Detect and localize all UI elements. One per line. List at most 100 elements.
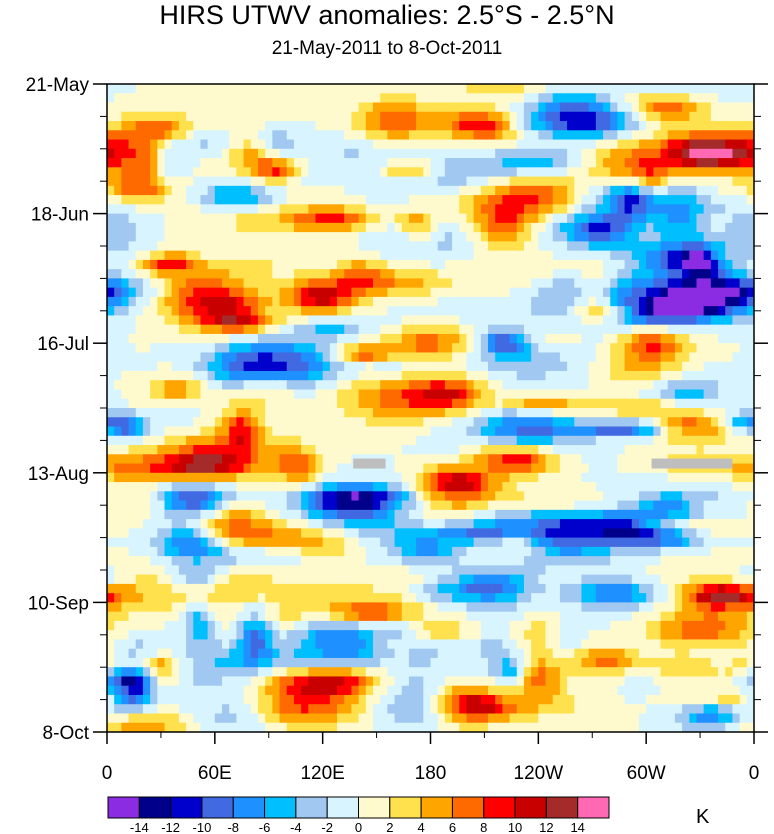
field-cell xyxy=(509,435,518,446)
field-cell xyxy=(265,148,273,159)
field-cell xyxy=(581,509,590,520)
field-cell xyxy=(552,500,561,511)
field-cell xyxy=(552,324,561,335)
field-cell xyxy=(646,454,654,465)
field-cell xyxy=(631,250,640,261)
field-cell xyxy=(416,500,424,511)
field-cell xyxy=(337,417,345,428)
field-cell xyxy=(214,445,223,455)
field-cell xyxy=(135,509,144,520)
field-cell xyxy=(265,185,273,196)
field-cell xyxy=(617,167,626,178)
field-cell xyxy=(358,232,367,242)
field-cell xyxy=(502,269,511,279)
field-cell xyxy=(595,250,604,261)
field-cell xyxy=(710,370,719,381)
field-cell xyxy=(150,278,158,289)
field-cell xyxy=(157,333,166,344)
field-cell xyxy=(444,250,453,261)
field-cell xyxy=(423,176,432,187)
field-cell xyxy=(617,121,626,131)
field-cell xyxy=(682,259,690,270)
field-cell xyxy=(265,324,273,335)
field-cell xyxy=(257,352,266,363)
field-cell xyxy=(660,102,669,113)
field-cell xyxy=(502,241,511,252)
field-cell xyxy=(603,482,611,492)
field-cell xyxy=(660,389,669,400)
field-cell xyxy=(193,306,202,317)
field-cell xyxy=(308,556,317,566)
field-cell xyxy=(696,121,705,131)
field-cell xyxy=(337,463,345,474)
field-cell xyxy=(732,472,741,483)
field-cell xyxy=(315,139,324,150)
field-cell xyxy=(682,343,690,354)
field-cell xyxy=(114,232,122,242)
field-cell xyxy=(638,333,647,344)
field-cell xyxy=(610,491,619,502)
field-cell xyxy=(523,398,532,409)
field-cell xyxy=(610,315,619,326)
field-cell xyxy=(739,370,748,381)
field-cell xyxy=(689,398,698,409)
field-cell xyxy=(444,185,453,196)
field-cell xyxy=(193,139,202,150)
field-cell xyxy=(732,482,741,492)
field-cell xyxy=(344,232,353,242)
field-cell xyxy=(710,500,719,511)
field-cell xyxy=(638,232,647,242)
field-cell xyxy=(358,222,367,233)
field-cell xyxy=(610,463,619,474)
field-cell xyxy=(423,370,432,381)
field-cell xyxy=(372,324,381,335)
anomaly-field xyxy=(107,84,754,732)
field-cell xyxy=(696,333,705,344)
field-cell xyxy=(653,296,662,307)
field-cell xyxy=(394,463,403,474)
field-cell xyxy=(480,185,489,196)
field-cell xyxy=(128,278,137,289)
field-cell xyxy=(509,259,518,270)
field-cell xyxy=(567,454,575,465)
field-cell xyxy=(574,509,583,520)
field-cell xyxy=(150,148,158,159)
field-cell xyxy=(430,176,439,187)
field-cell xyxy=(617,232,626,242)
field-cell xyxy=(329,509,338,520)
field-cell xyxy=(301,593,309,603)
field-cell xyxy=(265,130,273,141)
field-cell xyxy=(372,232,381,242)
field-cell xyxy=(559,389,568,400)
field-cell xyxy=(329,500,338,511)
field-cell xyxy=(718,445,726,455)
field-cell xyxy=(394,565,403,576)
field-cell xyxy=(207,528,216,539)
field-cell xyxy=(322,204,331,215)
field-cell xyxy=(638,583,647,594)
field-cell xyxy=(660,565,669,576)
field-cell xyxy=(710,519,719,529)
field-cell xyxy=(502,500,511,511)
field-cell xyxy=(257,158,266,168)
field-cell xyxy=(646,213,654,224)
field-cell xyxy=(610,111,619,122)
field-cell xyxy=(689,333,698,344)
field-cell xyxy=(581,482,590,492)
field-cell xyxy=(452,574,460,585)
field-cell xyxy=(617,259,626,270)
field-cell xyxy=(588,259,597,270)
field-cell xyxy=(459,204,468,215)
field-cell xyxy=(416,185,424,196)
field-cell xyxy=(473,287,482,298)
field-cell xyxy=(157,426,166,437)
field-cell xyxy=(344,84,353,94)
field-cell xyxy=(603,93,611,104)
field-cell xyxy=(416,278,424,289)
field-cell xyxy=(545,185,554,196)
field-cell xyxy=(603,546,611,557)
field-cell xyxy=(531,537,539,548)
field-cell xyxy=(660,546,669,557)
field-cell xyxy=(193,241,202,252)
field-cell xyxy=(516,565,525,576)
